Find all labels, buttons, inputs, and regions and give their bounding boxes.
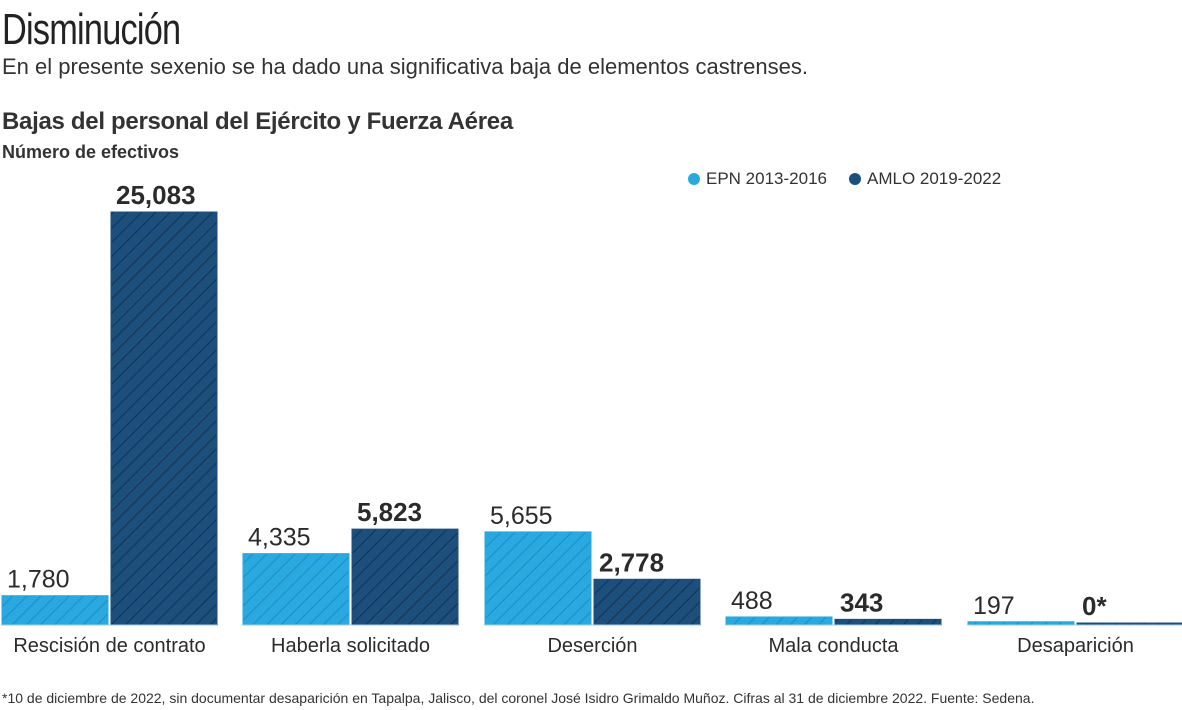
value-label-epn-2: 5,655 xyxy=(490,502,553,530)
value-label-epn-0: 1,780 xyxy=(7,566,70,594)
bar-epn-0 xyxy=(1,595,109,626)
value-label-epn-1: 4,335 xyxy=(248,524,311,552)
chart-title: Bajas del personal del Ejército y Fuerza… xyxy=(2,108,513,135)
chart-unit-label: Número de efectivos xyxy=(2,142,180,162)
value-label-epn-4: 197 xyxy=(973,592,1015,620)
bar-amlo-0 xyxy=(110,211,218,626)
footnote: *10 de diciembre de 2022, sin documentar… xyxy=(2,690,1035,706)
bar-epn-1 xyxy=(242,553,350,626)
legend-item-amlo: AMLO 2019-2022 xyxy=(848,169,1002,189)
legend-item-epn: EPN 2013-2016 xyxy=(688,169,827,189)
legend: EPN 2013-2016 AMLO 2019-2022 xyxy=(688,169,1001,189)
bar-epn-2 xyxy=(484,531,592,626)
bar-amlo-2 xyxy=(593,578,701,626)
value-label-amlo-3: 343 xyxy=(840,587,883,617)
legend-label-amlo: AMLO 2019-2022 xyxy=(866,169,1002,188)
category-label-2: Deserción xyxy=(547,635,637,657)
bar-chart: 1,780 25,083 Rescisión de contrato 4,335 5,8… xyxy=(1,180,1182,657)
legend-label-epn: EPN 2013-2016 xyxy=(706,169,827,188)
category-label-1: Haberla solicitado xyxy=(271,635,430,657)
chart-marks: 1,780 25,083 Rescisión de contrato 4,335 5,8… xyxy=(1,180,1182,657)
category-label-0: Rescisión de contrato xyxy=(13,635,205,657)
category-label-3: Mala conducta xyxy=(768,635,899,657)
subtitle: En el presente sexenio se ha dado una si… xyxy=(2,54,808,79)
value-label-amlo-2: 2,778 xyxy=(599,547,664,577)
value-label-amlo-0: 25,083 xyxy=(116,180,196,210)
bar-amlo-1 xyxy=(351,528,459,626)
category-label-4: Desaparición xyxy=(1017,635,1134,657)
legend-swatch-amlo xyxy=(848,173,861,185)
headline: Disminución xyxy=(2,5,181,54)
bar-amlo-3 xyxy=(834,618,942,626)
value-label-amlo-4: 0* xyxy=(1082,591,1107,621)
bar-epn-3 xyxy=(725,616,833,626)
value-label-epn-3: 488 xyxy=(731,587,773,615)
value-label-amlo-1: 5,823 xyxy=(357,497,422,527)
legend-swatch-epn xyxy=(688,173,700,185)
